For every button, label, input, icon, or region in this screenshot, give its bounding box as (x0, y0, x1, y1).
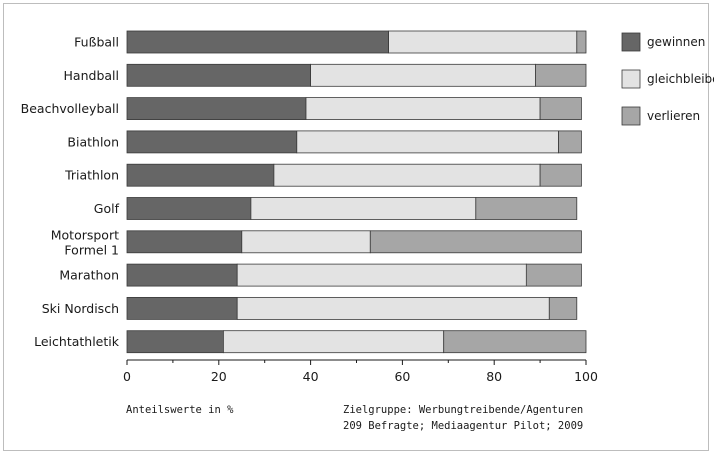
bar-marathon-gleichbleibe (236, 263, 527, 287)
legend-swatch-gewinnen (621, 32, 641, 52)
legend-swatch-verlieren (621, 106, 641, 126)
bar-handball-gleichbleibe (310, 63, 536, 87)
bar-biathlon-gewinnen (126, 130, 298, 154)
bar-motorsport-formel-1-gleichbleibe (241, 230, 371, 254)
bar-triathlon-gewinnen (126, 163, 275, 187)
x-tick-label-40: 40 (303, 369, 319, 384)
x-tick-label-20: 20 (211, 369, 227, 384)
x-tick-label-0: 0 (123, 369, 131, 384)
footer-unit-note: Anteilswerte in % (126, 402, 233, 418)
bar-leichtathletik-gleichbleibe (222, 330, 445, 354)
x-tick-label-60: 60 (394, 369, 410, 384)
legend: gewinnen gleichbleibe verlieren (621, 32, 714, 126)
category-label-marathon: Marathon (59, 268, 119, 283)
category-label-handball: Handball (64, 68, 119, 83)
bar-motorsport-formel-1-gewinnen (126, 230, 243, 254)
bar-golf-gewinnen (126, 197, 252, 220)
footer-source-note: Zielgruppe: Werbungtreibende/Agenturen 2… (343, 402, 583, 434)
x-tick-label-100: 100 (574, 369, 598, 384)
category-label-motorsport-formel-1: Motorsport Formel 1 (51, 227, 119, 257)
bar-beachvolleyball-gewinnen (126, 97, 307, 120)
bar-ski-nordisch-verlieren (548, 296, 578, 320)
bar-leichtathletik-verlieren (443, 330, 587, 354)
legend-label-verlieren: verlieren (647, 109, 700, 123)
bar-triathlon-gleichbleibe (273, 163, 541, 187)
category-label-beachvolleyball: Beachvolleyball (21, 101, 119, 116)
bar-fussball-gleichbleibe (388, 30, 578, 54)
x-tick-label-80: 80 (486, 369, 502, 384)
bar-marathon-gewinnen (126, 263, 238, 287)
legend-label-gewinnen: gewinnen (647, 35, 705, 49)
category-label-ski-nordisch: Ski Nordisch (42, 301, 119, 316)
bar-beachvolleyball-verlieren (539, 97, 582, 120)
x-axis: 0 20 40 60 80 100 (123, 359, 598, 384)
bar-marathon-verlieren (525, 263, 582, 287)
category-label-triathlon: Triathlon (64, 168, 119, 183)
category-label-fussball: Fußball (74, 35, 119, 50)
bar-golf-gleichbleibe (250, 197, 477, 220)
category-labels: Fußball Handball Beachvolleyball Biathlon Tr… (21, 35, 120, 350)
bar-fussball-verlieren (576, 30, 587, 54)
bar-biathlon-gleichbleibe (296, 130, 559, 154)
legend-swatch-gleichbleibe (621, 69, 641, 89)
bar-leichtathletik-gewinnen (126, 330, 224, 354)
bar-triathlon-verlieren (539, 163, 582, 187)
bar-motorsport-formel-1-verlieren (369, 230, 582, 254)
legend-label-gleichbleibe: gleichbleibe (647, 72, 714, 86)
footer-source: 209 Befragte; Mediaagentur Pilot; 2009 (343, 420, 584, 432)
bar-fussball-gewinnen (126, 30, 390, 54)
bar-beachvolleyball-gleichbleibe (305, 97, 541, 120)
bar-ski-nordisch-gewinnen (126, 296, 238, 320)
bar-handball-verlieren (535, 63, 587, 87)
footer-unit-text: Anteilswerte in % (126, 404, 234, 416)
category-label-leichtathletik: Leichtathletik (34, 334, 120, 349)
bar-golf-verlieren (475, 197, 578, 220)
bar-biathlon-verlieren (558, 130, 582, 154)
footer-target-group: Zielgruppe: Werbungtreibende/Agenturen (343, 404, 584, 416)
category-label-golf: Golf (94, 201, 120, 216)
bars-group (126, 30, 587, 354)
bar-handball-gewinnen (126, 63, 312, 87)
bar-ski-nordisch-gleichbleibe (236, 296, 550, 320)
category-label-biathlon: Biathlon (67, 134, 119, 149)
